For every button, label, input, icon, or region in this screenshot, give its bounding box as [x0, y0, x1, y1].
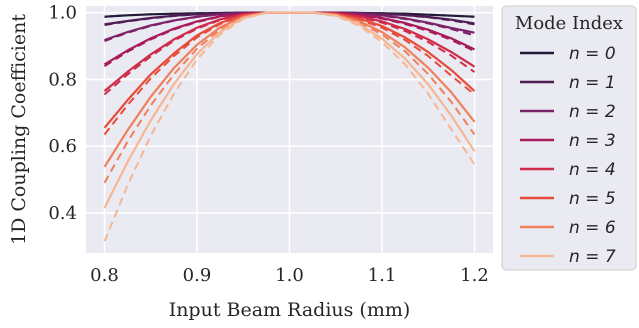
- legend-label: n = 4: [569, 160, 616, 180]
- grid-lines: [86, 6, 493, 253]
- legend-items: n = 0 n = 1 n = 2 n = 3 n = 4 n = 5 n = 6 n = 7: [520, 44, 616, 267]
- tick-labels: 0.8 0.9 1.0 1.1 1.2 0.4 0.6 0.8 1.0: [48, 3, 488, 286]
- x-tick-label: 1.0: [275, 265, 304, 286]
- legend-title: Mode Index: [515, 13, 623, 34]
- legend-label: n = 3: [569, 131, 616, 151]
- legend-label: n = 5: [569, 189, 616, 209]
- legend-label: n = 2: [569, 102, 616, 122]
- legend-label: n = 6: [569, 218, 616, 238]
- y-tick-label: 1.0: [48, 3, 77, 24]
- legend-label: n = 7: [569, 247, 616, 267]
- x-tick-label: 1.1: [368, 265, 397, 286]
- legend: Mode Index n = 0n = 1n = 2n = 3n = 4n = …: [501, 5, 637, 271]
- x-tick-label: 0.8: [90, 265, 119, 286]
- y-tick-label: 0.8: [48, 69, 77, 90]
- x-axis-label: Input Beam Radius (mm): [169, 299, 411, 321]
- y-tick-label: 0.4: [48, 203, 77, 224]
- y-tick-label: 0.6: [48, 136, 77, 157]
- x-tick-label: 1.2: [460, 265, 489, 286]
- series-layer: [103, 11, 476, 242]
- legend-label: n = 1: [569, 73, 616, 93]
- series-line-solid: [103, 11, 476, 209]
- series-line-dashed: [103, 11, 476, 136]
- legend-box: [501, 5, 637, 271]
- x-tick-label: 0.9: [183, 265, 212, 286]
- legend-label: n = 0: [569, 44, 616, 64]
- y-axis-label: 1D Coupling Coefficient: [8, 14, 30, 245]
